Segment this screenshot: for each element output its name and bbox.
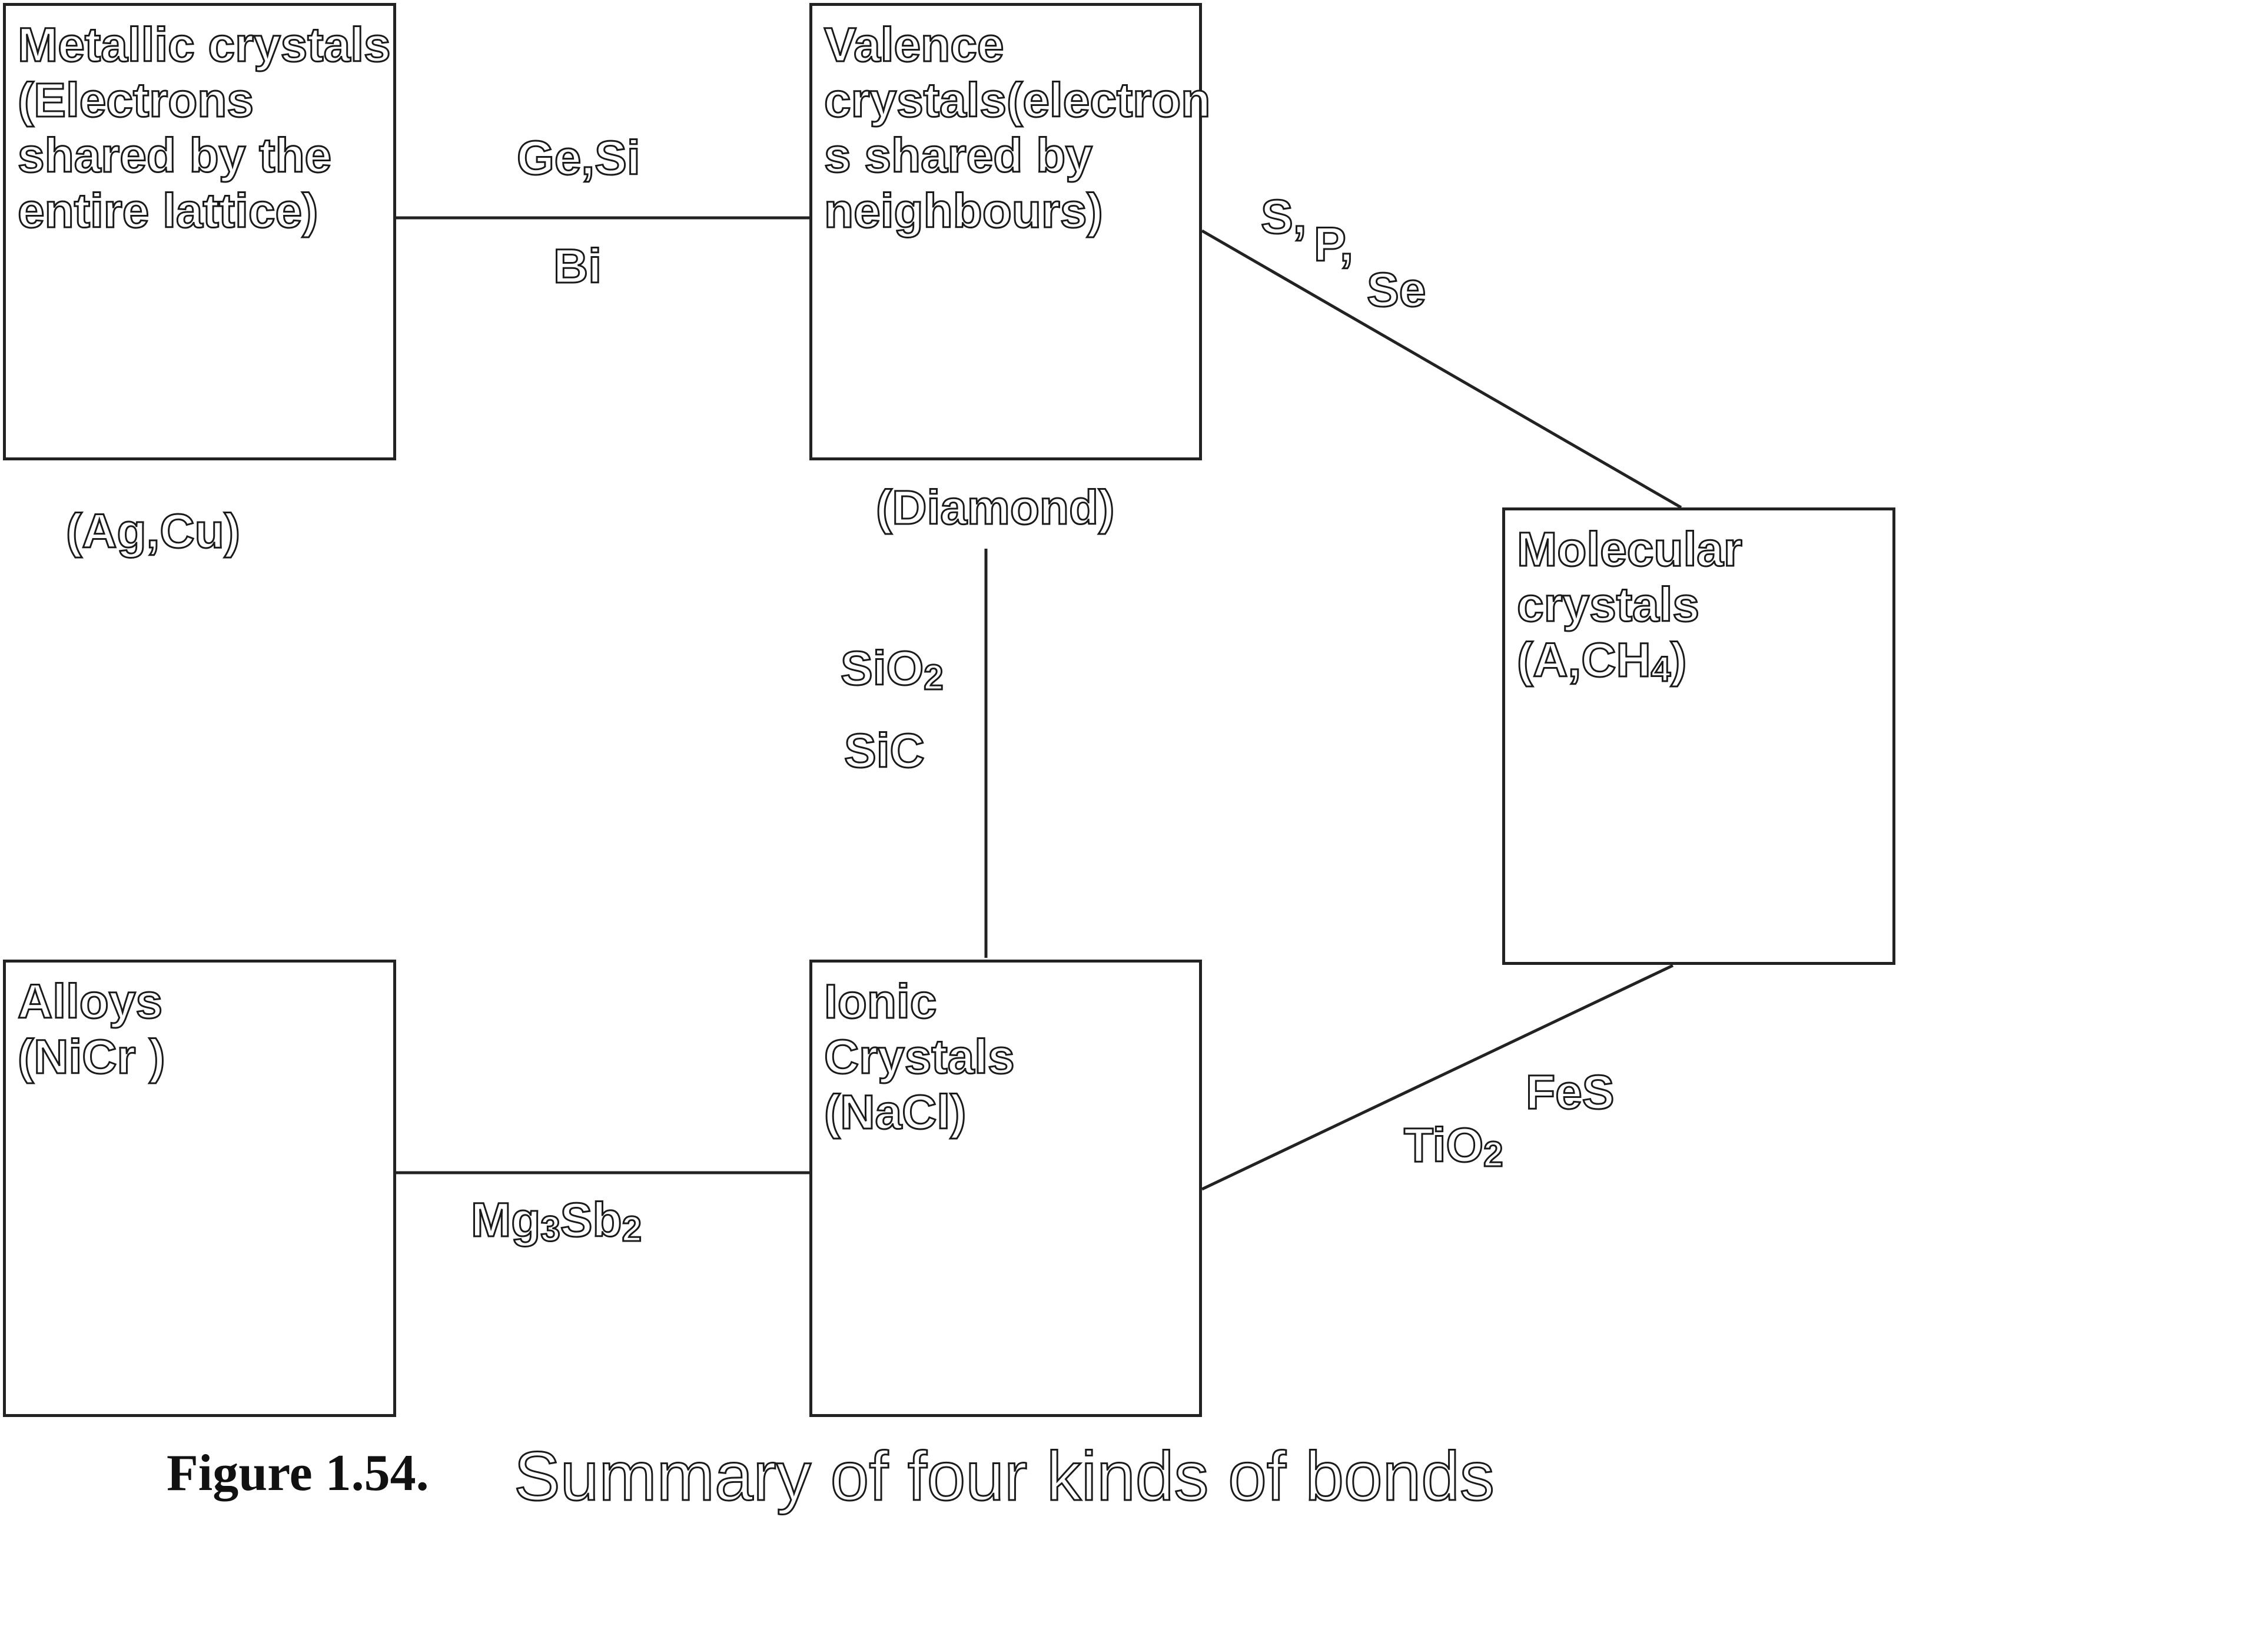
formula-base: FeS (1525, 1066, 1615, 1119)
edge-label-p: P, (1313, 218, 1354, 271)
formula-suffix: ) (1670, 633, 1688, 688)
box-line: s shared by (823, 128, 1094, 184)
edge-label-sio2: SiO2 (839, 642, 944, 696)
metallic-example-label: (Ag,Cu) (65, 505, 241, 558)
formula-subscript: 2 (621, 1209, 642, 1249)
edge-label-bi: Bi (553, 240, 603, 293)
box-line: Crystals (823, 1030, 1016, 1085)
box-formula: (A,CH4) (1516, 633, 1881, 692)
figure-caption: Summary of four kinds of bonds (513, 1437, 1496, 1517)
formula-subscript: 2 (1483, 1134, 1504, 1174)
box-line: neighbours) (823, 184, 1104, 239)
formula-base: SiC (844, 724, 926, 778)
formula-part: Sb (559, 1193, 623, 1247)
edge-label-fes: FeS (1525, 1066, 1615, 1119)
formula-prefix: (A,CH (1516, 633, 1652, 688)
edge-label-ge-si: Ge,Si (516, 131, 642, 185)
edge-label-se: Se (1366, 263, 1426, 317)
edge-label-sic: SiC (844, 724, 926, 778)
figure-number: Figure 1.54. (167, 1445, 429, 1502)
metallic-crystals-box: Metallic crystals (Electrons shared by t… (3, 3, 396, 460)
edge-valence-molecular (1201, 229, 1682, 509)
edge-molecular-ionic (1201, 964, 1674, 1191)
molecular-crystals-box: Molecular crystals (A,CH4) (1502, 507, 1895, 965)
edge-label-s: S, (1260, 190, 1307, 244)
formula-part: Mg (470, 1193, 541, 1247)
box-line: Alloys (17, 974, 164, 1030)
valence-example-label: (Diamond) (875, 481, 1115, 535)
box-line: shared by the (17, 128, 333, 184)
formula-base: TiO (1403, 1119, 1484, 1172)
box-line: crystals (1516, 578, 1701, 633)
valence-crystals-box: Valence crystals(electron s shared by ne… (809, 3, 1211, 460)
formula-subscript: 2 (923, 658, 944, 697)
formula-base: SiO (839, 642, 924, 695)
edge-label-mg3sb2: Mg3Sb2 (470, 1193, 642, 1247)
box-line: entire lattice) (17, 184, 319, 239)
box-line: (NiCr ) (17, 1030, 167, 1085)
formula-subscript: 3 (540, 1209, 561, 1249)
box-line: Ionic (823, 974, 938, 1030)
box-line: crystals(electron (823, 73, 1211, 128)
box-line: (NaCl) (823, 1085, 967, 1140)
ionic-crystals-box: Ionic Crystals (NaCl) (809, 960, 1202, 1417)
box-line: Valence (823, 18, 1005, 73)
alloys-box: Alloys (NiCr ) (3, 960, 396, 1417)
box-line: Molecular (1516, 522, 1744, 578)
box-line: Metallic crystals (17, 18, 392, 73)
formula-subscript: 4 (1650, 649, 1671, 690)
edge-label-tio2: TiO2 (1403, 1119, 1504, 1173)
box-line: (Electrons (17, 73, 255, 128)
